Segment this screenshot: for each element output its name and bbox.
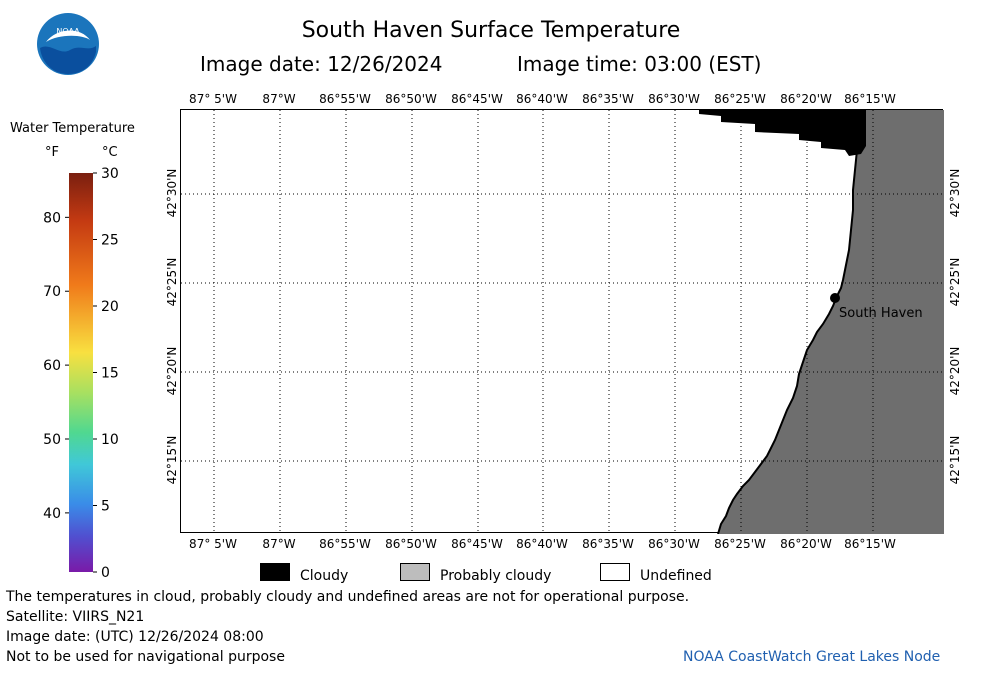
lon-label-bottom: 86°20'W <box>780 537 832 551</box>
footer-nav-warning: Not to be used for navigational purpose <box>6 649 285 665</box>
celsius-tick-label: 25 <box>101 233 119 249</box>
lon-label-bottom: 86°30'W <box>648 537 700 551</box>
lon-label-top: 86°25'W <box>714 92 766 106</box>
lon-label-bottom: 86°15'W <box>844 537 896 551</box>
legend-swatch-undefined <box>600 563 630 581</box>
lon-label-bottom: 87° 5'W <box>189 537 237 551</box>
celsius-tick-label: 15 <box>101 366 119 382</box>
noaa-logo: NOAA <box>36 12 100 76</box>
lon-label-top: 86°55'W <box>319 92 371 106</box>
colorbar-unit-c: °C <box>102 145 118 160</box>
fahrenheit-tick-label: 50 <box>43 432 61 448</box>
lon-label-top: 86°30'W <box>648 92 700 106</box>
legend-swatch-cloudy <box>260 563 290 581</box>
image-time: Image time: 03:00 (EST) <box>517 52 762 76</box>
lon-label-top: 86°35'W <box>582 92 634 106</box>
south-haven-marker <box>830 293 840 303</box>
lat-label-left: 42°25'N <box>165 257 179 307</box>
celsius-tick-label: 0 <box>101 565 110 580</box>
image-date: Image date: 12/26/2024 <box>200 52 443 76</box>
lon-label-bottom: 87°W <box>262 537 296 551</box>
footer-note: The temperatures in cloud, probably clou… <box>6 589 690 605</box>
credit-link[interactable]: NOAA CoastWatch Great Lakes Node <box>683 649 941 665</box>
footer-utc-date: Image date: (UTC) 12/26/2024 08:00 <box>6 629 264 645</box>
lon-label-bottom: 86°35'W <box>582 537 634 551</box>
lon-label-bottom: 86°45'W <box>451 537 503 551</box>
lat-label-right: 42°25'N <box>948 257 962 307</box>
legend-label-cloudy: Cloudy <box>300 568 349 584</box>
fahrenheit-tick-label: 60 <box>43 358 61 374</box>
lat-label-right: 42°15'N <box>948 435 962 485</box>
land-area <box>718 110 944 534</box>
lat-label-left: 42°15'N <box>165 435 179 485</box>
colorbar <box>69 173 93 572</box>
lat-label-right: 42°20'N <box>948 346 962 396</box>
noaa-logo-text: NOAA <box>56 27 80 36</box>
shoreline <box>717 149 858 534</box>
lon-label-bottom: 86°55'W <box>319 537 371 551</box>
celsius-tick-label: 30 <box>101 166 119 182</box>
lon-label-top: 86°50'W <box>385 92 437 106</box>
celsius-tick-label: 10 <box>101 432 119 448</box>
lon-label-bottom: 86°50'W <box>385 537 437 551</box>
fahrenheit-tick-label: 80 <box>43 210 61 226</box>
graticule <box>181 110 944 534</box>
footer-satellite: Satellite: VIIRS_N21 <box>6 609 145 625</box>
lon-label-bottom: 86°40'W <box>516 537 568 551</box>
lon-label-top: 87° 5'W <box>189 92 237 106</box>
lon-label-top: 87°W <box>262 92 296 106</box>
lat-label-right: 42°30'N <box>948 168 962 218</box>
map-panel: South Haven <box>180 109 944 534</box>
lon-label-top: 86°40'W <box>516 92 568 106</box>
celsius-tick-label: 5 <box>101 499 110 515</box>
cloud-area <box>699 110 866 156</box>
page-title: South Haven Surface Temperature <box>301 18 681 43</box>
legend-swatch-probably-cloudy <box>400 563 430 581</box>
celsius-tick-label: 20 <box>101 299 119 315</box>
colorbar-title: Water Temperature <box>10 121 135 136</box>
lon-label-top: 86°45'W <box>451 92 503 106</box>
south-haven-label: South Haven <box>839 306 923 321</box>
lon-label-bottom: 86°25'W <box>714 537 766 551</box>
fahrenheit-tick-label: 70 <box>43 284 61 300</box>
lon-label-top: 86°20'W <box>780 92 832 106</box>
lat-label-left: 42°30'N <box>165 168 179 218</box>
legend-label-probably-cloudy: Probably cloudy <box>440 568 552 584</box>
fahrenheit-tick-label: 40 <box>43 506 61 522</box>
legend-label-undefined: Undefined <box>640 568 712 584</box>
lat-label-left: 42°20'N <box>165 346 179 396</box>
lon-label-top: 86°15'W <box>844 92 896 106</box>
colorbar-unit-f: °F <box>45 145 59 160</box>
